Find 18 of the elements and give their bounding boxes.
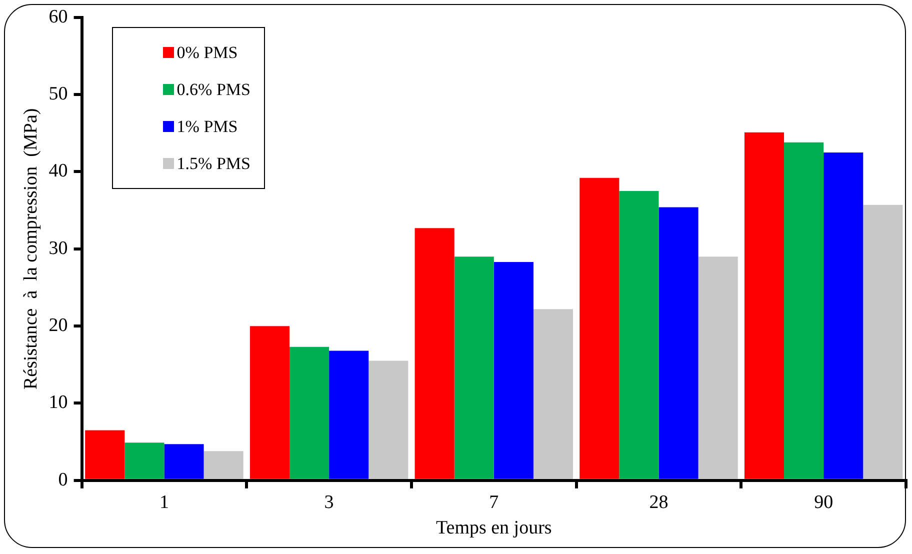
y-tick-label: 30 — [48, 238, 68, 259]
y-tick-label: 50 — [48, 84, 68, 105]
x-tick-label: 1 — [159, 492, 169, 513]
x-tick-label: 90 — [814, 492, 834, 513]
y-tick-label: 0 — [58, 469, 68, 490]
legend-label: 0% PMS — [176, 42, 238, 63]
y-tick-label: 10 — [48, 392, 68, 414]
legend-label: 1.5% PMS — [176, 154, 250, 174]
x-tick-label: 3 — [324, 492, 334, 513]
y-tick-label: 60 — [48, 6, 68, 28]
x-tick-label: 7 — [489, 492, 499, 513]
legend-label: 1% PMS — [176, 116, 238, 137]
y-axis-title: Résistance à la compression (MPa) — [20, 108, 42, 390]
x-axis-title: Temps en jours — [436, 518, 552, 539]
y-tick-label: 40 — [48, 160, 68, 182]
x-tick-label: 28 — [649, 492, 668, 513]
legend-label: 0.6% PMS — [176, 80, 250, 100]
y-tick-label: 20 — [48, 315, 68, 336]
